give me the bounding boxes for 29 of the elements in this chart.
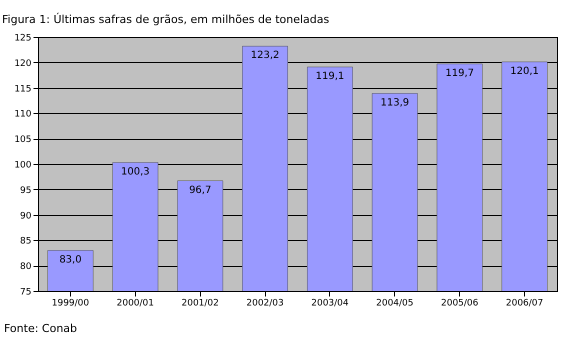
y-tick-label: 100 (14, 160, 32, 170)
x-tick-label: 1999/00 (52, 298, 90, 308)
data-label: 100,3 (120, 166, 150, 178)
x-tick-label: 2004/05 (376, 298, 414, 308)
chart-title: Figura 1: Últimas safras de grãos, em milhões de toneladas (2, 12, 330, 26)
x-tick-label: 2002/03 (246, 298, 284, 308)
y-tick-label: 120 (14, 58, 32, 69)
x-tick-label: 2005/06 (440, 298, 479, 308)
data-label: 83,0 (59, 254, 82, 266)
y-tick-label: 95 (20, 186, 32, 196)
data-label: 120,1 (510, 66, 539, 77)
data-label: 96,7 (189, 184, 212, 196)
x-tick-label: 2001/02 (181, 298, 219, 308)
y-tick-label: 110 (14, 110, 32, 120)
data-label: 123,2 (250, 50, 280, 62)
y-tick-label: 105 (14, 135, 32, 146)
y-tick-label: 85 (20, 236, 32, 247)
data-label: 113,9 (380, 97, 410, 108)
x-tick-label: 2000/01 (116, 298, 154, 308)
data-label: 119,1 (316, 70, 344, 82)
y-tick-label: 125 (14, 34, 32, 44)
source-note: Fonte: Conab (4, 322, 78, 335)
y-tick-label: 90 (20, 211, 32, 222)
y-tick-label: 80 (20, 262, 32, 272)
x-tick-label: 2006/07 (506, 298, 544, 308)
x-tick-label: 2003/04 (311, 298, 349, 308)
y-tick-label: 75 (20, 288, 32, 298)
data-label: 119,7 (445, 68, 474, 79)
y-tick-label: 115 (14, 84, 32, 94)
